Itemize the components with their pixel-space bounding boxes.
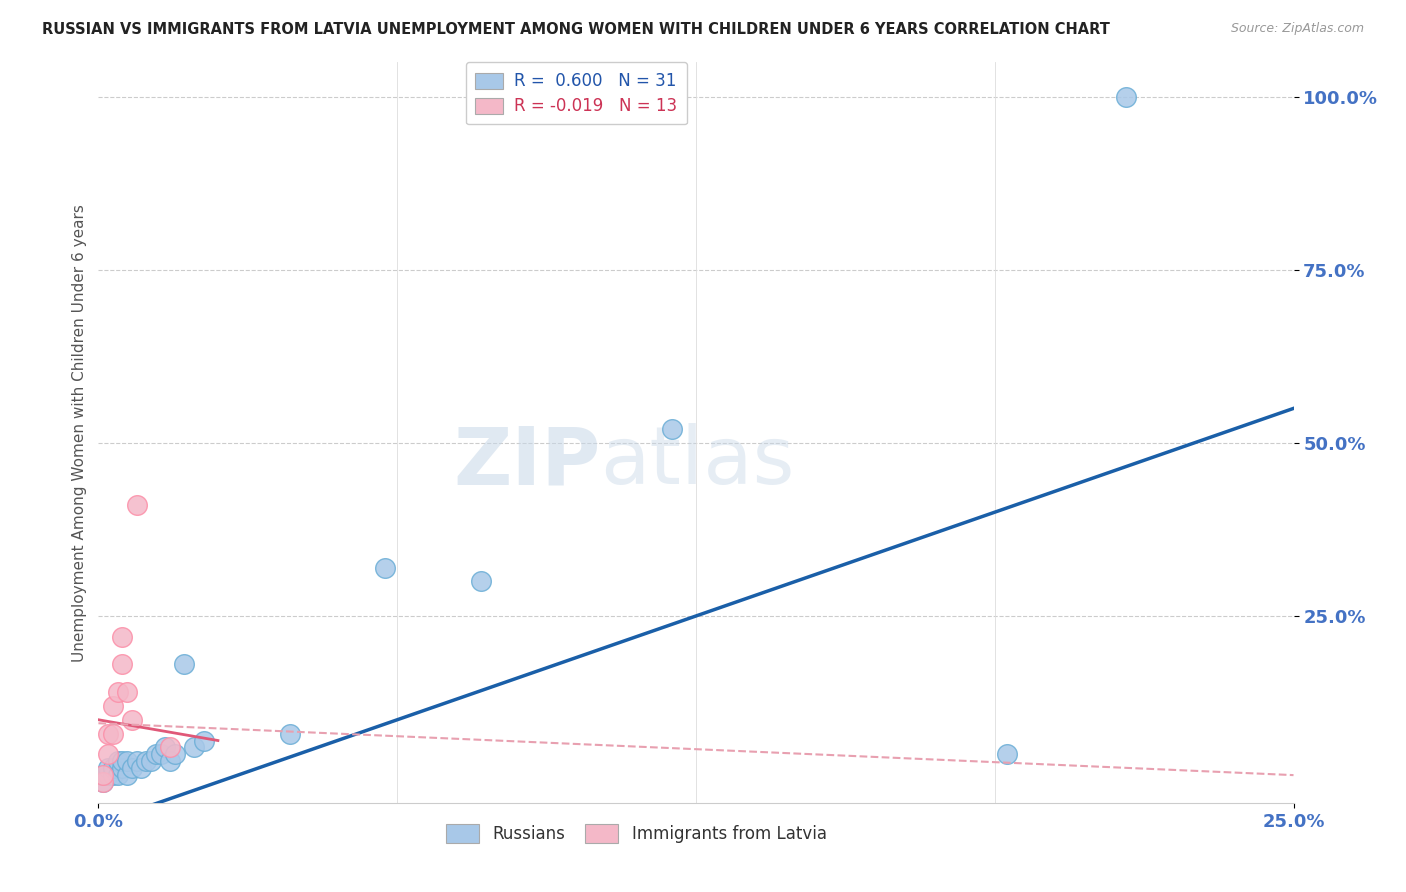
Point: [111, 754, 134, 768]
Point: [1115, 90, 1137, 104]
Text: atlas: atlas: [600, 423, 794, 501]
Point: [163, 747, 186, 762]
Point: [91, 768, 114, 782]
Point: [135, 754, 157, 768]
Y-axis label: Unemployment Among Women with Children Under 6 years: Unemployment Among Women with Children U…: [72, 203, 87, 662]
Point: [97, 747, 120, 762]
Point: [183, 740, 205, 755]
Text: ZIP: ZIP: [453, 423, 600, 501]
Point: [107, 685, 129, 699]
Point: [149, 747, 172, 762]
Text: Source: ZipAtlas.com: Source: ZipAtlas.com: [1230, 22, 1364, 36]
Point: [121, 761, 143, 775]
Point: [193, 733, 215, 747]
Point: [155, 740, 177, 755]
Legend: Russians, Immigrants from Latvia: Russians, Immigrants from Latvia: [439, 817, 834, 850]
Point: [115, 685, 138, 699]
Point: [97, 768, 120, 782]
Point: [145, 747, 167, 762]
Point: [107, 768, 129, 782]
Point: [101, 726, 124, 740]
Point: [995, 747, 1018, 762]
Text: RUSSIAN VS IMMIGRANTS FROM LATVIA UNEMPLOYMENT AMONG WOMEN WITH CHILDREN UNDER 6: RUSSIAN VS IMMIGRANTS FROM LATVIA UNEMPL…: [42, 22, 1111, 37]
Point: [101, 698, 124, 713]
Point: [125, 754, 148, 768]
Point: [91, 768, 114, 782]
Point: [159, 740, 181, 755]
Point: [661, 422, 683, 436]
Point: [121, 713, 143, 727]
Point: [115, 754, 138, 768]
Point: [107, 754, 129, 768]
Point: [101, 768, 124, 782]
Point: [115, 768, 138, 782]
Point: [125, 498, 148, 512]
Point: [91, 775, 114, 789]
Point: [101, 761, 124, 775]
Point: [470, 574, 492, 589]
Point: [159, 754, 181, 768]
Point: [139, 754, 162, 768]
Point: [111, 657, 134, 672]
Point: [91, 775, 114, 789]
Point: [97, 726, 120, 740]
Point: [374, 560, 396, 574]
Point: [97, 761, 120, 775]
Point: [131, 761, 153, 775]
Point: [278, 726, 301, 740]
Point: [111, 630, 134, 644]
Point: [173, 657, 195, 672]
Point: [111, 761, 134, 775]
